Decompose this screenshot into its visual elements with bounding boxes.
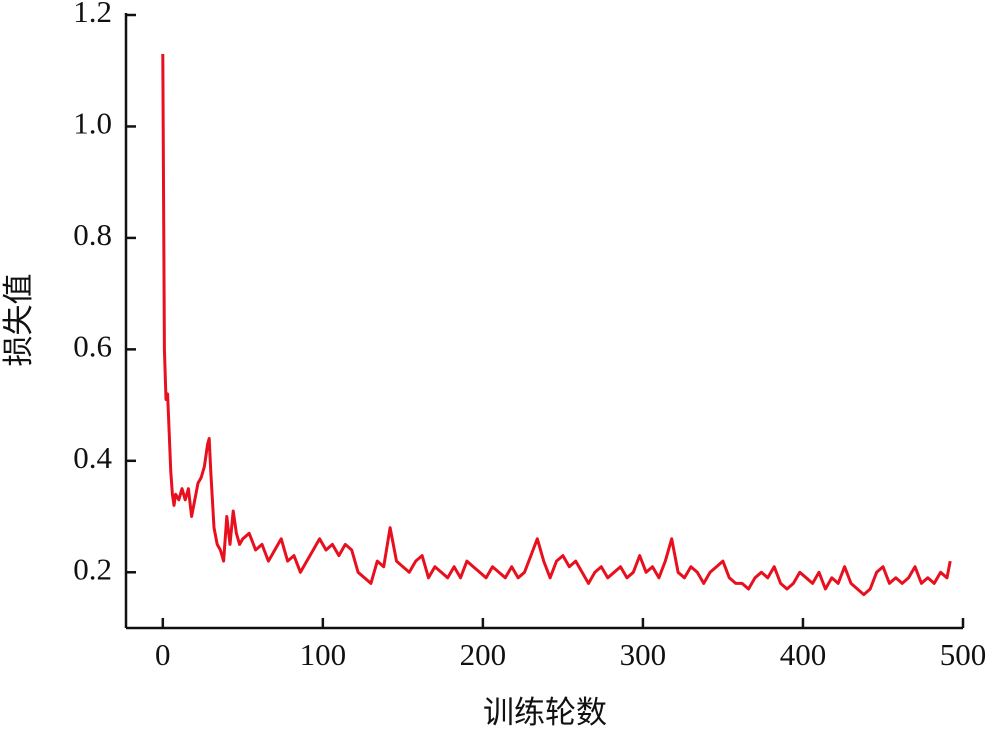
x-tick-label: 400 [780, 637, 827, 672]
loss-line [161, 53, 952, 597]
y-tick-label: 1.2 [73, 0, 112, 29]
x-tick-label: 100 [300, 637, 347, 672]
x-tick-label: 0 [155, 637, 171, 672]
y-axis-title: 损失值 [1, 274, 36, 367]
y-tick-label: 0.2 [73, 551, 112, 586]
x-tick-label: 300 [620, 637, 667, 672]
x-tick-label: 500 [940, 637, 987, 672]
x-tick-label: 200 [460, 637, 507, 672]
y-tick-label: 0.4 [73, 440, 112, 475]
x-axis-title: 训练轮数 [483, 695, 607, 730]
y-tick-label: 0.6 [73, 328, 112, 363]
y-tick-label: 1.0 [73, 106, 112, 141]
y-tick-label: 0.8 [73, 217, 112, 252]
